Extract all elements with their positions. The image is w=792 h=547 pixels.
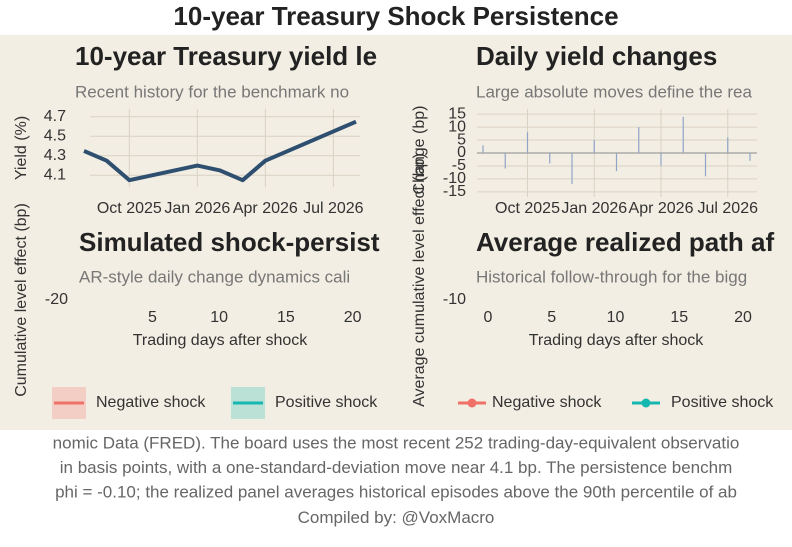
- y-axis-label: Change (bp): [411, 106, 428, 195]
- bar: [727, 137, 729, 153]
- data-line: [83, 119, 357, 183]
- bar: [549, 153, 551, 164]
- bar: [482, 145, 484, 153]
- x-axis-label: Trading days after shock: [133, 332, 309, 349]
- x-tick-label: 5: [148, 309, 157, 326]
- y-tick-label: 0: [457, 144, 466, 161]
- y-tick-label: -15: [443, 183, 466, 200]
- y-tick-label: -5: [452, 157, 466, 174]
- bar: [660, 153, 662, 166]
- panel-subtitle: AR-style daily change dynamics cali: [79, 267, 350, 286]
- x-tick-label: 10: [210, 309, 228, 326]
- panel-title: Simulated shock-persist: [79, 227, 380, 257]
- bar: [593, 140, 595, 153]
- x-tick-label: Oct 2025: [495, 200, 560, 217]
- x-tick-label: 15: [670, 309, 688, 326]
- x-tick-label: 20: [344, 309, 362, 326]
- panel-subtitle: Recent history for the benchmark no: [75, 82, 349, 101]
- dashboard-title: 10-year Treasury Shock Persistence: [173, 1, 618, 31]
- y-axis-label: Average cumulative level effect (bp): [411, 153, 428, 407]
- panel-title: Average realized path af: [476, 227, 774, 257]
- legend-label: Positive shock: [275, 394, 378, 411]
- y-tick-label: 5: [457, 131, 466, 148]
- panel-background: [0, 35, 792, 430]
- y-tick-label: 10: [448, 118, 466, 135]
- x-tick-label: 0: [484, 309, 493, 326]
- x-tick-label: 10: [607, 309, 625, 326]
- legend-point: [641, 398, 651, 408]
- y-tick-label: 4.1: [44, 167, 66, 184]
- x-axis-label: Trading days after shock: [529, 332, 705, 349]
- panel-subtitle: Historical follow-through for the bigg: [476, 267, 747, 286]
- x-tick-label: 15: [277, 309, 295, 326]
- bar: [704, 153, 707, 177]
- panel-title: Daily yield changes: [476, 41, 717, 71]
- x-tick-label: Jan 2026: [164, 200, 230, 217]
- y-tick-label: -20: [45, 291, 68, 308]
- x-tick-label: Jul 2026: [303, 200, 364, 217]
- x-tick-label: Oct 2025: [97, 200, 162, 217]
- y-tick-label: 4.3: [44, 147, 66, 164]
- bar: [749, 153, 751, 161]
- bar: [571, 153, 573, 185]
- caption-line: Compiled by: @VoxMacro: [298, 508, 495, 527]
- y-tick-label: 4.5: [44, 128, 66, 145]
- bar: [615, 153, 618, 172]
- bar: [526, 132, 529, 153]
- panel-subtitle: Large absolute moves define the rea: [476, 82, 753, 101]
- x-tick-label: Jan 2026: [561, 200, 627, 217]
- bar: [638, 127, 640, 153]
- bar: [504, 153, 506, 169]
- x-tick-label: 5: [547, 309, 556, 326]
- x-tick-label: Jul 2026: [698, 200, 759, 217]
- y-axis-label: Yield (%): [13, 116, 30, 180]
- legend-point: [467, 398, 477, 408]
- legend-label: Negative shock: [492, 394, 602, 411]
- y-tick-label: -10: [443, 291, 466, 308]
- bar: [682, 116, 684, 153]
- caption-line: phi = -0.10; the realized panel averages…: [55, 482, 737, 501]
- x-tick-label: Apr 2026: [233, 200, 298, 217]
- legend-label: Positive shock: [671, 394, 774, 411]
- panel-title: 10-year Treasury yield le: [75, 41, 377, 71]
- x-tick-label: 20: [734, 309, 752, 326]
- y-axis-label: Cumulative level effect (bp): [13, 203, 30, 397]
- y-tick-label: 15: [448, 105, 466, 122]
- caption-line: nomic Data (FRED). The board uses the mo…: [53, 433, 740, 452]
- y-tick-label: 4.7: [44, 108, 66, 125]
- y-tick-label: -10: [443, 170, 466, 187]
- legend-label: Negative shock: [96, 394, 206, 411]
- caption-line: in basis points, with a one-standard-dev…: [60, 458, 733, 477]
- x-tick-label: Apr 2026: [629, 200, 694, 217]
